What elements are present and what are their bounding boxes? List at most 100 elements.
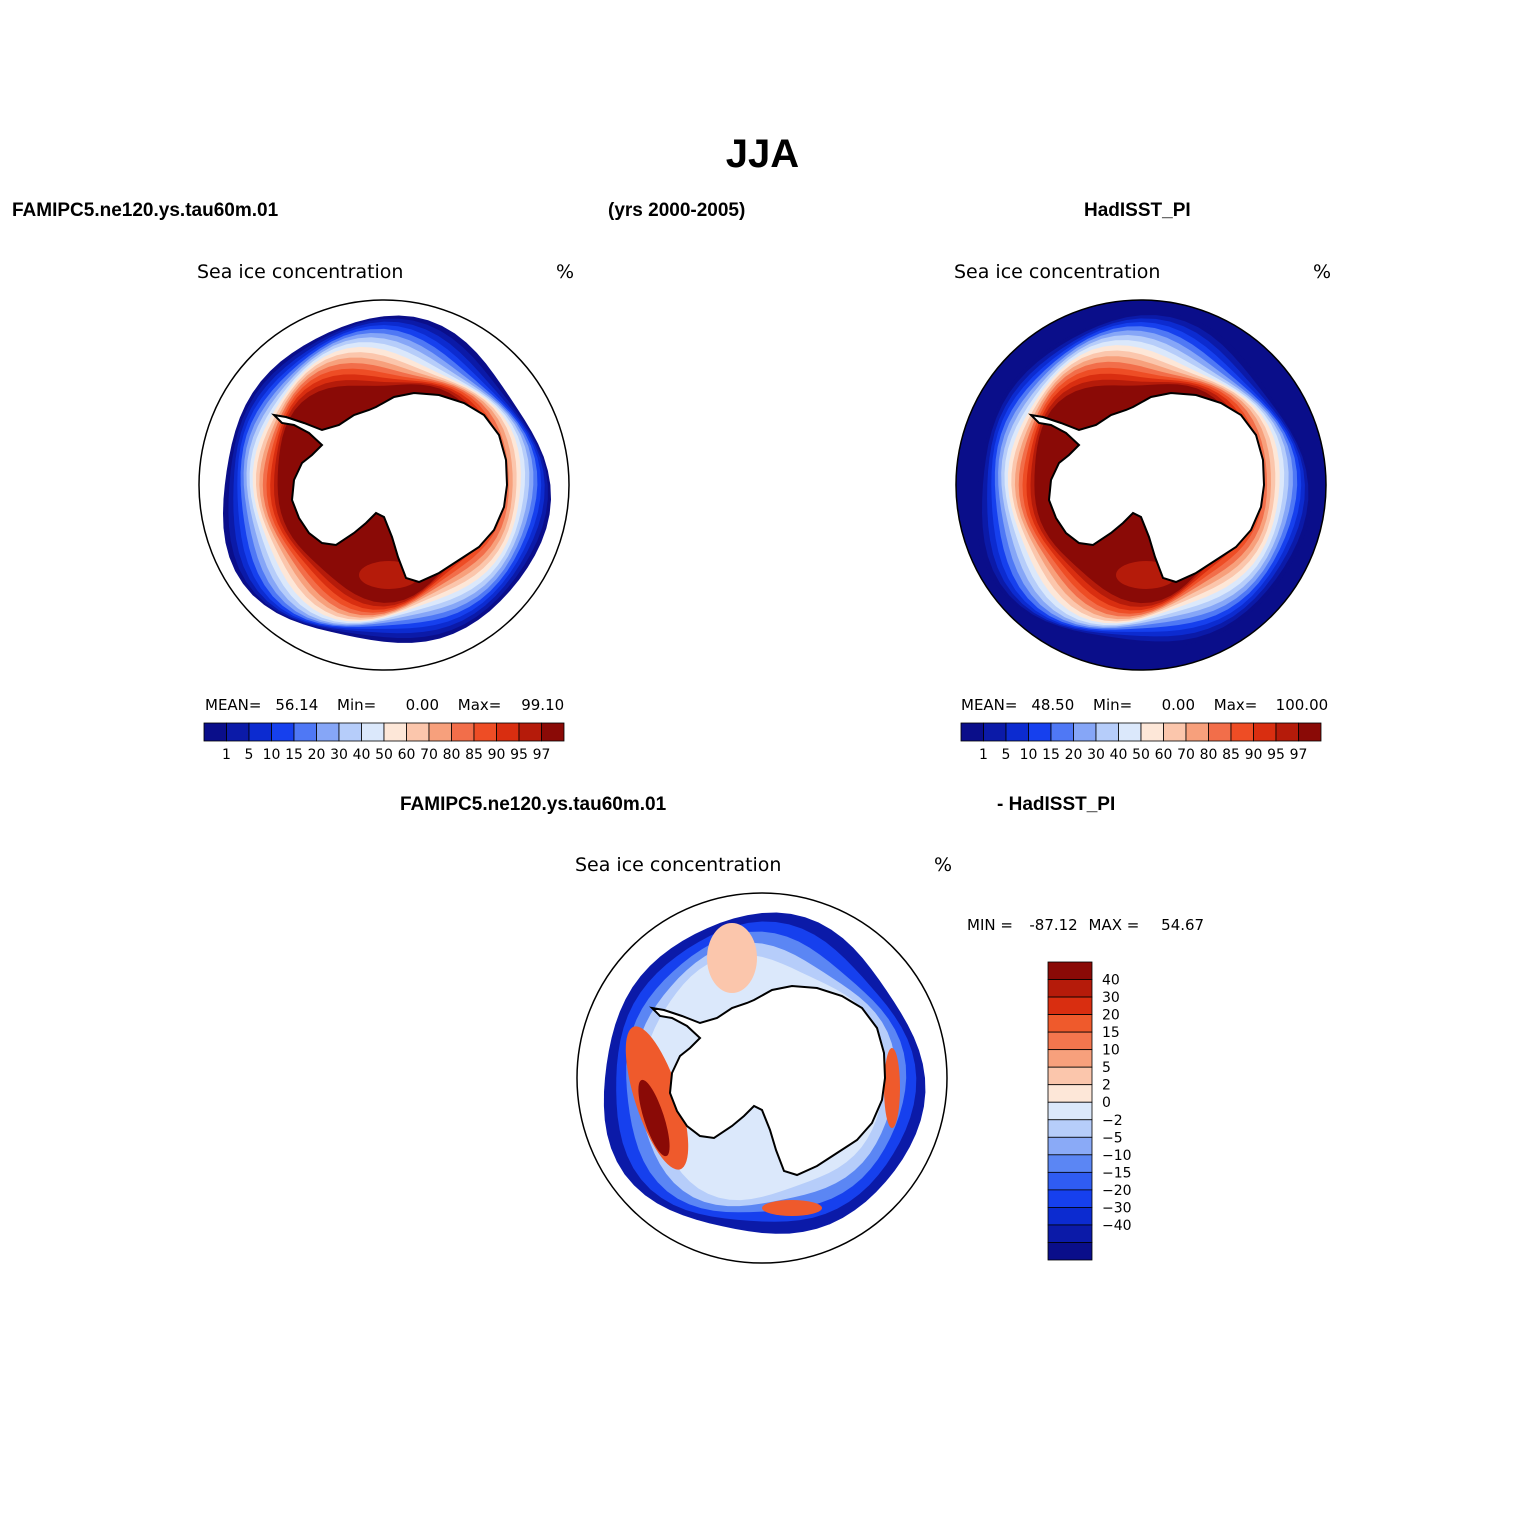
min-value: 0.00 [405,696,440,714]
colorbar-tick-label: 5 [245,747,254,763]
diff-header-model: FAMIPC5.ne120.ys.tau60m.01 [400,794,667,815]
panel-diff-stats: MIN = -87.12 MAX = 54.67 [967,916,1204,934]
colorbar-tick-label: 85 [465,747,483,763]
colorbar-tick-label: 90 [488,747,506,763]
header-model-name: FAMIPC5.ne120.ys.tau60m.01 [12,200,279,221]
colorbar-tick-label: 95 [1267,747,1285,763]
colorbar-box [316,722,340,742]
mean-label: MEAN= [961,696,1018,714]
panel-diff-title: Sea ice concentration [575,854,782,876]
colorbar-tick-label: 40 [1110,747,1128,763]
colorbar-box [496,722,520,742]
colorbar-box [1005,722,1029,742]
colorbar-tick-label: 70 [1177,747,1195,763]
colorbar-box [1298,722,1322,742]
colorbar-box [1047,961,1093,980]
colorbar-box [361,722,385,742]
colorbar-box [1047,1066,1093,1086]
colorbar-box [541,722,565,742]
colorbar-tick-label: 1 [222,747,231,763]
map-model [223,315,551,643]
colorbar-tick-label: 50 [375,747,393,763]
colorbar-box [451,722,475,742]
colorbar-model: 1 5 10 15 20 30 40 50 60 70 80 85 90 95 97 [203,722,565,763]
min-label: Min= [337,696,377,714]
colorbar-box [1253,722,1277,742]
colorbar-tick-label: 10 [1102,1043,1120,1059]
antarctica-coastline [649,984,887,1177]
colorbar-tick-label: 30 [330,747,348,763]
colorbar-tick-label: 97 [1290,747,1308,763]
header-years: (yrs 2000-2005) [608,200,746,221]
colorbar-box [1047,1242,1093,1261]
panel-diff-units: % [934,854,953,876]
colorbar-tick-label: 80 [1200,747,1218,763]
panel-obs-title: Sea ice concentration [954,261,1161,283]
min-value: -87.12 [1029,916,1078,934]
colorbar-tick-label: 2 [1102,1078,1111,1094]
colorbar-tick-label: 50 [1132,747,1150,763]
positive-anomaly [707,923,757,993]
colorbar-tick-label: 5 [1002,747,1011,763]
antarctica-coastline [271,391,509,584]
colorbar-box [518,722,542,742]
colorbar-box [1047,1154,1093,1173]
colorbar-box [960,722,984,742]
colorbar-tick-label: −2 [1102,1113,1123,1129]
colorbar-box [983,722,1007,742]
positive-anomaly [884,1048,900,1128]
colorbar-tick-label: −5 [1102,1130,1123,1146]
panel-obs-units: % [1313,261,1332,283]
colorbar-box [1047,1207,1093,1226]
map-diff-boundary [576,892,948,1264]
colorbar-box [1047,1084,1093,1103]
colorbar-box [1073,722,1097,742]
colorbar-box [1047,1119,1093,1138]
colorbar-box [1047,979,1093,998]
max-label: Max= [1213,696,1258,714]
colorbar-tick-label: 5 [1102,1060,1111,1076]
colorbar-tick-label: −10 [1102,1148,1132,1164]
colorbar-box [1275,722,1299,742]
min-label: Min= [1093,696,1133,714]
mean-value: 48.50 [1031,696,1075,714]
max-value: 99.10 [521,696,565,714]
colorbar-box [248,722,272,742]
colorbar-box [338,722,362,742]
colorbar-box [1028,722,1052,742]
header-obs-name: HadISST_PI [1084,200,1191,221]
colorbar-tick-label: 15 [1042,747,1060,763]
min-label: MIN = [967,916,1013,934]
colorbar-tick-label: 40 [353,747,371,763]
figure-title: JJA [725,132,800,176]
colorbar-box [1230,722,1254,742]
colorbar-box [1047,996,1093,1015]
max-value: 54.67 [1161,916,1205,934]
colorbar-box [1047,1031,1093,1051]
colorbar-tick-label: 15 [285,747,303,763]
colorbar-tick-label: −30 [1102,1200,1132,1216]
colorbar-tick-label: −20 [1102,1183,1132,1199]
colorbar-box [1047,1189,1093,1208]
positive-anomaly [638,1079,670,1157]
panel-obs-stats: MEAN= 48.50 Min= 0.00 Max= 100.00 [961,696,1328,714]
colorbar-tick-label: 40 [1102,973,1120,989]
colorbar-box [1208,722,1232,742]
colorbar-box [1118,722,1142,742]
colorbar-tick-label: 60 [398,747,416,763]
diff-header-obs: - HadISST_PI [997,794,1116,815]
colorbar-box [1185,722,1209,742]
colorbar-box [1050,722,1074,742]
colorbar-box [1047,1101,1093,1121]
colorbar-box [406,722,430,742]
colorbar-tick-label: 10 [1020,747,1038,763]
colorbar-box [1047,1136,1093,1156]
positive-anomaly [762,1200,822,1216]
colorbar-tick-label: −15 [1102,1165,1132,1181]
panel-model-stats: MEAN= 56.14 Min= 0.00 Max= 99.10 [205,696,564,714]
colorbar-tick-label: −40 [1102,1218,1132,1234]
colorbar-box [1047,1049,1093,1068]
colorbar-box [271,722,295,742]
colorbar-box [1140,722,1164,742]
colorbar-box [1163,722,1187,742]
